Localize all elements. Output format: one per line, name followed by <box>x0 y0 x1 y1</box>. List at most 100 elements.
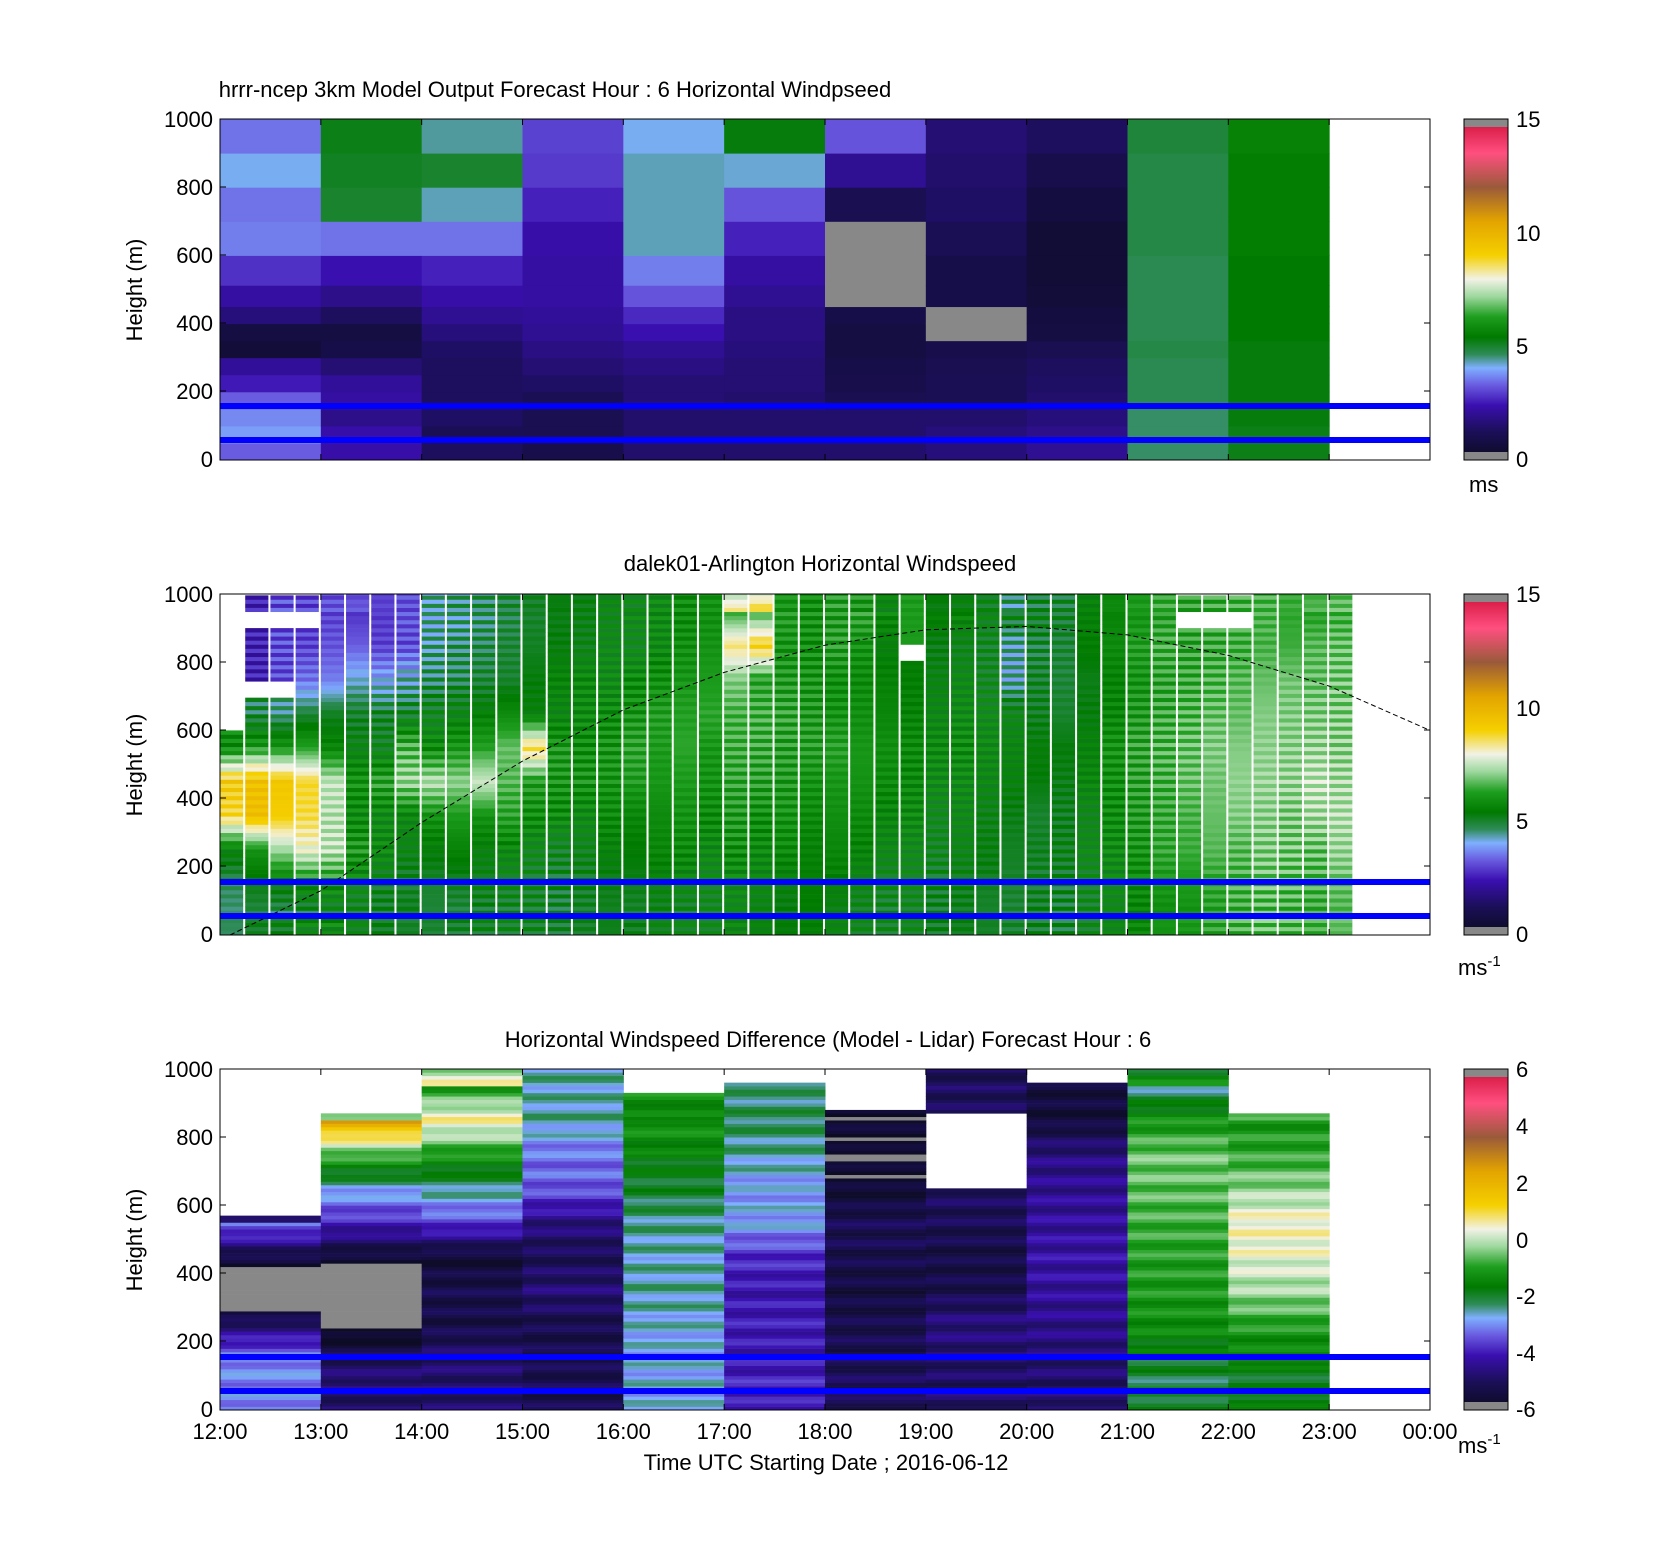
heatmap-cell <box>850 754 874 760</box>
heatmap-cell <box>825 595 849 600</box>
heatmap-cell <box>1102 865 1126 870</box>
heatmap-cell <box>270 799 294 805</box>
heatmap-cell <box>925 1201 1028 1206</box>
heatmap-cell <box>698 808 723 813</box>
heatmap-cell <box>850 779 874 784</box>
heatmap-cell <box>1026 1208 1128 1213</box>
heatmap-cell <box>825 1396 927 1401</box>
heatmap-cell <box>1026 1219 1128 1223</box>
heatmap-cell <box>799 726 823 731</box>
heatmap-cell <box>547 922 571 928</box>
heatmap-cell <box>925 1392 1028 1397</box>
heatmap-cell <box>1228 1198 1330 1203</box>
heatmap-cell <box>522 849 546 854</box>
heatmap-cell <box>1102 910 1126 915</box>
heatmap-cell <box>799 705 823 711</box>
heatmap-cell <box>1329 812 1353 817</box>
heatmap-cell <box>1102 775 1126 780</box>
heatmap-cell <box>749 836 773 842</box>
heatmap-cell <box>220 844 244 850</box>
heatmap-cell <box>799 660 823 666</box>
heatmap-cell <box>396 824 420 829</box>
heatmap-cell <box>1228 750 1252 756</box>
heatmap-cell <box>1102 742 1126 748</box>
heatmap-cell <box>472 636 496 641</box>
heatmap-cell <box>1228 677 1252 682</box>
heatmap-cell <box>598 628 622 633</box>
heatmap-cell <box>421 1324 523 1329</box>
heatmap-cell <box>724 1205 826 1210</box>
heatmap-cell <box>1177 889 1202 895</box>
heatmap-cell <box>799 628 823 633</box>
heatmap-cell <box>1228 669 1252 674</box>
heatmap-cell <box>220 1242 322 1247</box>
heatmap-cell <box>598 607 622 613</box>
heatmap-cell <box>698 820 723 825</box>
heatmap-cell <box>925 1399 1028 1404</box>
heatmap-cell <box>270 673 294 678</box>
heatmap-cell <box>1152 754 1176 760</box>
heatmap-cell <box>396 648 420 653</box>
heatmap-cell <box>522 1352 624 1356</box>
heatmap-cell <box>850 718 874 723</box>
heatmap-cell <box>925 1270 1028 1274</box>
heatmap-cell <box>598 599 622 604</box>
heatmap-cell <box>648 673 672 678</box>
heatmap-cell <box>421 1307 523 1312</box>
heatmap-cell <box>421 1099 523 1104</box>
heatmap-cell <box>951 607 975 613</box>
heatmap-cell <box>572 677 597 682</box>
heatmap-cell <box>220 820 244 825</box>
heatmap-cell <box>572 718 597 723</box>
heatmap-cell <box>825 1317 927 1322</box>
heatmap-cell <box>320 611 345 617</box>
heatmap-cell <box>522 767 546 772</box>
heatmap-cell <box>900 894 924 899</box>
heatmap-cell <box>522 1157 624 1162</box>
heatmap-cell <box>774 832 798 838</box>
heatmap-cell <box>1127 918 1151 924</box>
heatmap-cell <box>1177 656 1202 662</box>
heatmap-cell <box>1127 1123 1229 1128</box>
heatmap-cell <box>320 734 345 739</box>
heatmap-cell <box>1051 783 1076 788</box>
heatmap-cell <box>976 771 1000 776</box>
heatmap-cell <box>1228 1294 1330 1298</box>
heatmap-cell <box>1102 832 1126 838</box>
heatmap-cell <box>295 820 319 825</box>
heatmap-cell <box>1253 701 1277 707</box>
heatmap-cell <box>547 906 571 911</box>
heatmap-cell <box>850 652 874 658</box>
heatmap-cell <box>875 795 899 801</box>
heatmap-cell <box>825 1144 927 1148</box>
heatmap-cell <box>1253 836 1277 842</box>
heatmap-cell <box>421 1167 523 1172</box>
heatmap-cell <box>875 754 899 760</box>
heatmap-cell <box>320 1249 423 1254</box>
heatmap-cell <box>925 885 950 891</box>
heatmap-cell <box>724 594 748 596</box>
colorbar-tick-label: 15 <box>1516 107 1540 132</box>
heatmap-cell <box>1303 681 1328 686</box>
heatmap-cell <box>295 738 319 743</box>
heatmap-cell <box>648 603 672 608</box>
heatmap-cell <box>446 603 471 608</box>
heatmap-cell <box>925 1092 1028 1097</box>
heatmap-cell <box>749 636 773 641</box>
heatmap-cell <box>900 795 924 801</box>
heatmap-cell <box>951 656 975 662</box>
heatmap-cell <box>497 681 521 686</box>
heatmap-cell <box>976 808 1000 813</box>
heatmap-cell <box>572 615 597 621</box>
heatmap-cell <box>1077 779 1101 784</box>
heatmap-cell <box>522 779 546 784</box>
heatmap-cell <box>825 1239 927 1244</box>
heatmap-cell <box>1102 820 1126 825</box>
heatmap-cell <box>1253 824 1277 829</box>
heatmap-cell <box>522 804 546 809</box>
heatmap-cell <box>245 820 269 825</box>
heatmap-cell <box>774 677 798 682</box>
heatmap-cell <box>497 894 521 899</box>
heatmap-cell <box>1001 615 1025 621</box>
heatmap-cell <box>900 705 924 711</box>
